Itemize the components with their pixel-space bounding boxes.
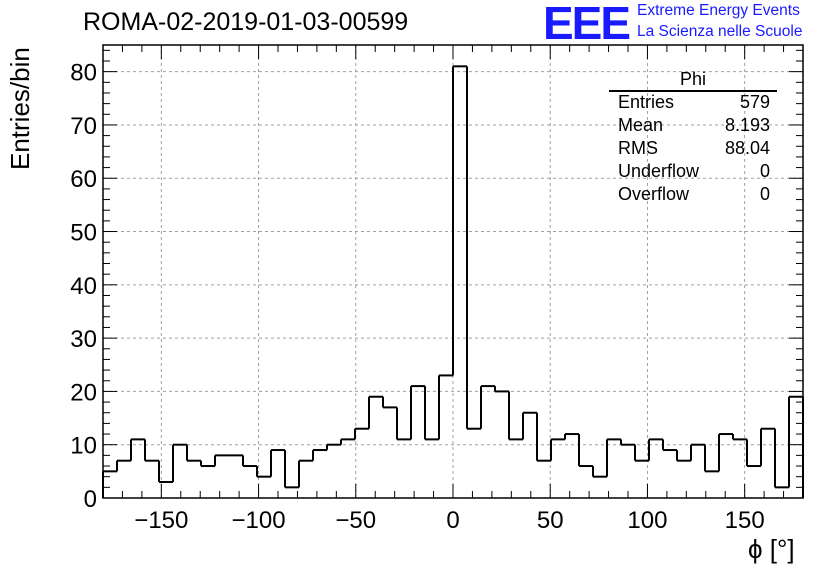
stats-value: 0 (759, 184, 770, 204)
histogram-bin (102, 470, 117, 498)
x-tick-label: 50 (537, 507, 564, 534)
histogram-bin (382, 396, 397, 409)
stats-title: Phi (679, 69, 706, 89)
y-tick-label: 70 (70, 113, 97, 140)
stats-label: Mean (618, 115, 664, 135)
histogram-bin (214, 454, 229, 467)
histogram-bin (536, 412, 551, 462)
histogram-bin (550, 438, 565, 461)
histogram-bin (452, 65, 467, 376)
x-tick-label: 0 (446, 507, 459, 534)
histogram-bin (424, 386, 439, 441)
histogram-bin (438, 374, 453, 440)
stats-label: Underflow (618, 161, 700, 181)
y-tick-label: 0 (84, 486, 97, 513)
stats-box: Phi Entries 579 Mean 8.193 RMS 88.04 Und… (609, 68, 777, 210)
histogram-bin (396, 407, 411, 441)
y-axis-label: Entries/bin (5, 47, 35, 170)
stats-value: 8.193 (724, 115, 770, 135)
histogram-bin (326, 443, 341, 451)
stats-value: 0 (759, 161, 770, 181)
histogram-bin (116, 459, 131, 472)
histogram-bin (732, 434, 747, 441)
histogram-bin (704, 444, 719, 473)
stats-row-mean: Mean 8.193 (618, 115, 770, 138)
x-tick-label: 150 (725, 507, 765, 534)
histogram-bin (354, 427, 369, 440)
histogram-bin (788, 395, 803, 488)
x-axis-label: ϕ [°] (748, 534, 795, 564)
x-tick-label: −50 (335, 507, 376, 534)
histogram-bin (466, 66, 481, 430)
histogram-bin (564, 433, 579, 440)
histogram-bin (690, 443, 705, 461)
stats-row-overflow: Overflow 0 (618, 184, 770, 207)
histogram-bin (410, 385, 425, 440)
y-tick-label: 30 (70, 326, 97, 353)
histogram-bin (312, 449, 327, 461)
histogram-bin (592, 466, 607, 478)
y-tick-label: 80 (70, 60, 97, 87)
logo-subtitle-1: Extreme Energy Events (637, 2, 800, 19)
stats-row-underflow: Underflow 0 (618, 161, 770, 184)
histogram-bin (718, 433, 733, 472)
x-tick-label: −100 (232, 507, 286, 534)
run-title: ROMA-02-2019-01-03-00599 (83, 8, 409, 36)
histogram-bin (578, 434, 593, 468)
stats-divider (609, 90, 777, 92)
stats-value: 88.04 (724, 138, 770, 158)
histogram-bin (186, 444, 201, 462)
axis-ticks (102, 45, 804, 499)
histogram-bin (494, 386, 509, 393)
x-tick-label: 100 (627, 507, 667, 534)
stats-row-entries: Entries 579 (618, 92, 770, 115)
logo-subtitle-2: La Scienza nelle Scuole (637, 23, 803, 40)
y-tick-label: 50 (70, 220, 97, 247)
histogram-bin (200, 460, 215, 468)
histogram-bin (774, 428, 789, 489)
histogram-bin (256, 466, 271, 478)
histogram-bin (620, 439, 635, 446)
histogram-bin (522, 411, 537, 440)
histogram-bin (284, 450, 299, 489)
histogram-bin (242, 455, 257, 468)
histogram-bin (298, 459, 313, 488)
stats-label: RMS (618, 138, 658, 158)
histogram-bin (760, 427, 775, 467)
histogram-bin (130, 438, 145, 461)
histogram-bin (508, 391, 523, 441)
tick-labels: −150 −100 −50 0 50 100 150 0 10 20 30 40 50 60 70 80 (70, 60, 764, 534)
histogram-bin (172, 443, 187, 483)
y-tick-label: 60 (70, 166, 97, 193)
y-tick-label: 20 (70, 379, 97, 406)
stats-row-rms: RMS 88.04 (618, 138, 770, 161)
histogram-bin (144, 439, 159, 462)
histogram-bin (662, 439, 677, 452)
histogram-bin (634, 444, 649, 462)
x-tick-label: −150 (134, 507, 188, 534)
histogram-bars (102, 65, 804, 498)
histogram-bin (340, 438, 355, 445)
y-tick-label: 10 (70, 433, 97, 460)
stats-label: Overflow (618, 184, 690, 204)
histogram-bin (606, 438, 621, 477)
histogram-bin (270, 449, 285, 477)
histogram-bin (368, 395, 383, 429)
histogram-bin (746, 439, 761, 468)
histogram-bin (648, 438, 663, 461)
stats-label: Entries (618, 92, 675, 112)
histogram-bin (480, 385, 495, 429)
histogram-bin (158, 460, 173, 484)
histogram-bin (676, 450, 691, 462)
stats-value: 579 (739, 92, 770, 112)
eee-logo: EEE (543, 0, 631, 49)
y-tick-label: 40 (70, 273, 97, 300)
